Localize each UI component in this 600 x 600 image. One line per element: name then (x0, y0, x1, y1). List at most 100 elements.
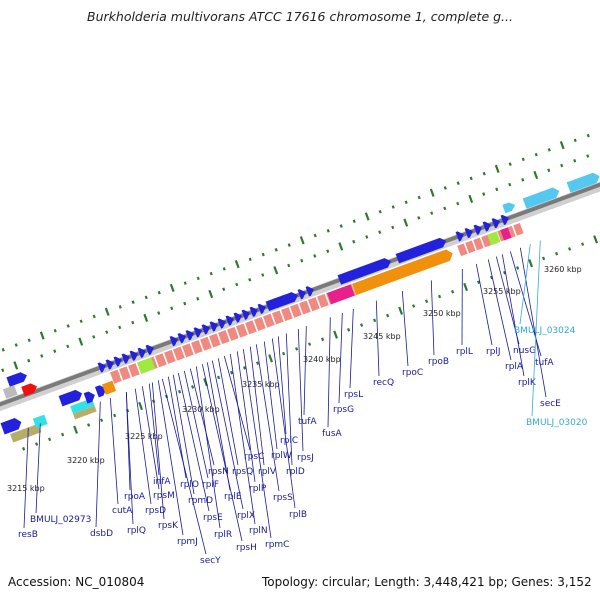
ribosomal-gene-block[interactable] (119, 366, 131, 381)
forward-cds-arrow[interactable] (233, 311, 244, 323)
ribosomal-gene-block[interactable] (227, 326, 239, 341)
ribosomal-gene-block[interactable] (281, 307, 293, 322)
forward-cds-arrow[interactable] (58, 388, 84, 407)
forward-cds-arrow[interactable] (145, 343, 156, 355)
gene-label[interactable]: rplV (258, 467, 277, 477)
ribosomal-gene-block[interactable] (182, 343, 194, 358)
ribosomal-gene-block[interactable] (473, 237, 484, 251)
ribosomal-gene-block[interactable] (290, 303, 302, 318)
reverse-cds-arrow[interactable] (522, 186, 562, 209)
forward-cds-arrow[interactable] (500, 213, 511, 225)
forward-cds-arrow[interactable] (249, 305, 260, 317)
forward-cds-arrow[interactable] (129, 349, 140, 361)
forward-cds-arrow[interactable] (113, 355, 124, 367)
gene-label[interactable]: rpsL (344, 390, 363, 400)
forward-cds-arrow[interactable] (241, 308, 252, 320)
gene-label[interactable]: BMULJ_02973 (30, 515, 91, 525)
gene-label[interactable]: infA (153, 477, 171, 487)
magenta-feature[interactable] (500, 227, 512, 241)
rpo-operon-block[interactable] (352, 248, 455, 296)
gene-label[interactable]: rplP (249, 484, 267, 494)
forward-cds-arrow[interactable] (305, 285, 316, 297)
gene-label[interactable]: rpsH (236, 543, 257, 553)
forward-cds-arrow[interactable] (83, 390, 97, 404)
gene-label[interactable]: rpsS (273, 493, 293, 503)
ribosomal-gene-block[interactable] (457, 243, 468, 257)
forward-cds-arrow[interactable] (297, 288, 308, 300)
misc-feature-bar[interactable] (73, 405, 97, 420)
forward-cds-arrow[interactable] (0, 416, 24, 435)
gene-label[interactable]: recQ (373, 378, 394, 388)
forward-cds-arrow[interactable] (217, 317, 228, 329)
gene-label[interactable]: rplK (518, 378, 537, 388)
ribosomal-gene-block[interactable] (191, 340, 203, 355)
forward-cds-arrow[interactable] (257, 302, 268, 314)
ribosomal-gene-block[interactable] (299, 300, 311, 315)
gene-label[interactable]: rplJ (486, 347, 501, 357)
misc-feature-bar[interactable] (10, 423, 42, 443)
gene-label[interactable]: rpoA (124, 492, 146, 502)
gene-label[interactable]: rpsQ (232, 467, 253, 477)
gene-label[interactable]: rplE (224, 492, 242, 502)
forward-cds-arrow[interactable] (193, 326, 204, 338)
gene-label[interactable]: rplD (286, 467, 305, 477)
gene-label[interactable]: rplB (289, 510, 307, 520)
gene-label[interactable]: rpmJ (177, 537, 198, 547)
green-feature[interactable] (137, 357, 156, 374)
gene-label[interactable]: BMULJ_03020 (526, 418, 588, 428)
gene-label[interactable]: nusG (513, 346, 536, 356)
grey-feature[interactable] (2, 385, 18, 399)
ribosomal-gene-block[interactable] (209, 333, 221, 348)
gene-label[interactable]: fusA (322, 429, 343, 439)
ribosomal-gene-block[interactable] (200, 336, 212, 351)
forward-cds-arrow[interactable] (209, 320, 220, 332)
cyan-feature[interactable] (32, 414, 48, 429)
ribosomal-gene-block[interactable] (245, 320, 257, 335)
forward-cds-arrow[interactable] (169, 334, 180, 347)
forward-cds-arrow[interactable] (121, 352, 132, 364)
gene-label[interactable]: rpmC (265, 540, 289, 550)
ribosomal-gene-block[interactable] (128, 363, 140, 378)
forward-cds-arrow[interactable] (482, 220, 493, 232)
gene-label[interactable]: tufA (535, 358, 554, 368)
gene-label[interactable]: rplF (202, 480, 219, 490)
gene-label[interactable]: BMULJ_03024 (514, 326, 576, 336)
feature-track[interactable] (0, 171, 600, 443)
ribosomal-gene-block[interactable] (272, 310, 284, 325)
gene-label[interactable]: rplN (249, 526, 268, 536)
forward-cds-arrow[interactable] (177, 331, 188, 344)
ribosomal-gene-block[interactable] (465, 240, 476, 254)
forward-cds-arrow[interactable] (491, 216, 502, 229)
reverse-cds-arrow[interactable] (502, 201, 516, 214)
forward-cds-arrow[interactable] (201, 323, 212, 335)
reverse-cds-arrow[interactable] (566, 171, 600, 193)
gene-label[interactable]: rplR (214, 530, 232, 540)
magenta-feature[interactable] (327, 284, 355, 305)
forward-cds-arrow[interactable] (337, 256, 393, 285)
gene-label[interactable]: rplL (456, 347, 473, 357)
forward-cds-arrow[interactable] (473, 223, 484, 235)
gene-label[interactable]: rpmD (188, 496, 213, 506)
ribosomal-gene-block[interactable] (481, 234, 492, 248)
orange-feature[interactable] (101, 380, 117, 395)
gene-label[interactable]: rplX (237, 511, 255, 521)
green-feature[interactable] (487, 231, 501, 246)
gene-label[interactable]: rpsD (145, 506, 166, 516)
gene-label[interactable]: rplQ (127, 526, 146, 536)
forward-cds-arrow[interactable] (137, 346, 148, 358)
forward-cds-arrow[interactable] (267, 291, 300, 311)
gene-label[interactable]: secE (540, 399, 561, 409)
gene-label[interactable]: secY (200, 556, 221, 566)
forward-cds-arrow[interactable] (225, 314, 236, 326)
ribosomal-gene-block[interactable] (263, 313, 275, 328)
gene-label-layer[interactable]: resB BMULJ_02973 dsbD cutA rpoA rplQ rpsD rpsM i… (18, 240, 588, 566)
ribosomal-gene-block[interactable] (308, 297, 320, 312)
forward-cds-arrow[interactable] (6, 370, 28, 387)
forward-cds-arrow[interactable] (464, 226, 475, 239)
forward-cds-arrow[interactable] (97, 361, 108, 373)
forward-cds-arrow[interactable] (185, 329, 196, 341)
gene-label[interactable]: rpoC (402, 368, 423, 378)
gene-label[interactable]: rpsC (244, 452, 264, 462)
red-feature[interactable] (21, 382, 39, 397)
